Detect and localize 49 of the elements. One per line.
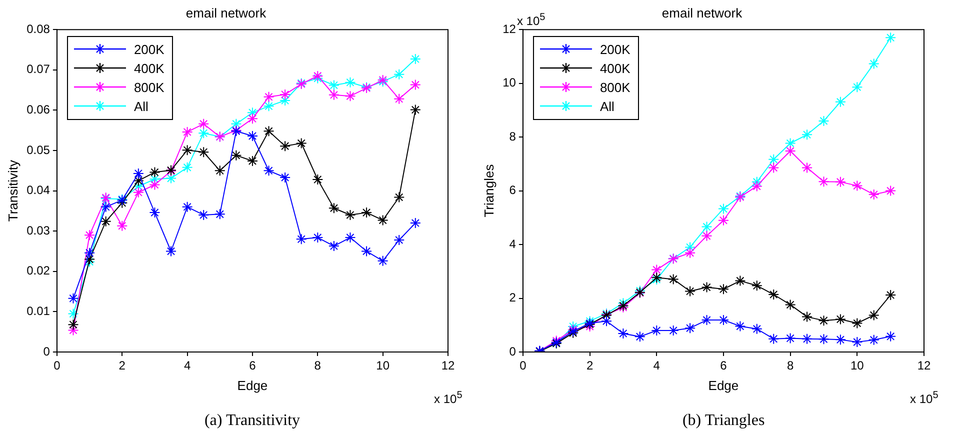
y-tick-label: 4: [509, 236, 516, 251]
x-tick-label: 12: [917, 358, 931, 373]
legend-label: 800K: [134, 80, 164, 95]
x-tick-label: 6: [720, 358, 728, 373]
legend-label: 200K: [600, 42, 630, 57]
y-axis-title: Transitivity: [5, 159, 20, 222]
text: x 10$^{5}$: [434, 390, 462, 406]
x-tick-label: 8: [314, 358, 322, 373]
x-tick-label: 4: [653, 358, 660, 373]
y-tick-label: 0.08: [26, 22, 50, 36]
y-tick-label: 8: [509, 129, 516, 144]
text: (b) Triangles: [682, 412, 765, 430]
text: x 10$^{5}$: [910, 390, 938, 406]
y-tick-label: 0.07: [26, 62, 50, 76]
legend-label: 200K: [134, 42, 164, 57]
y-tick-label: 2: [509, 290, 516, 305]
y-tick-label: 0.04: [26, 183, 50, 198]
y-tick-label: 0.01: [26, 304, 50, 318]
legend-label: All: [134, 98, 148, 114]
x-tick-label: 12: [441, 358, 455, 373]
y-tick-label: 0.05: [26, 142, 50, 157]
legend-label: 400K: [600, 60, 630, 76]
y-tick-label: 0.02: [26, 264, 50, 278]
legend-label: 800K: [600, 80, 630, 95]
x-axis-title: Edge: [708, 378, 739, 393]
x-tick-label: 6: [249, 358, 256, 373]
y-tick-label: 0.03: [26, 223, 50, 238]
legend-label: 400K: [134, 60, 164, 76]
y-tick-label: 0.06: [26, 102, 50, 117]
x-tick-label: 0: [520, 358, 527, 373]
x-tick-label: 2: [118, 358, 126, 373]
text: x 10$^{5}$: [516, 12, 546, 28]
chart-title: email network: [662, 5, 743, 20]
x-axis-title: Edge: [237, 378, 268, 393]
y-tick-label: 0: [43, 344, 50, 358]
y-tick-label: 10: [502, 76, 516, 90]
x-tick-label: 10: [376, 358, 390, 373]
y-tick-label: 0: [509, 344, 516, 358]
chart-title: email network: [186, 5, 267, 20]
legend-label: All: [600, 98, 614, 114]
x-tick-label: 2: [586, 358, 594, 373]
text: (a) Transitivity: [204, 412, 300, 430]
x-tick-label: 8: [786, 358, 794, 373]
x-tick-label: 0: [54, 358, 61, 373]
y-tick-label: 6: [509, 183, 516, 198]
y-axis-title: Triangles: [481, 164, 496, 218]
x-tick-label: 4: [184, 358, 191, 373]
y-tick-label: 12: [502, 22, 516, 36]
x-tick-label: 10: [850, 358, 864, 373]
